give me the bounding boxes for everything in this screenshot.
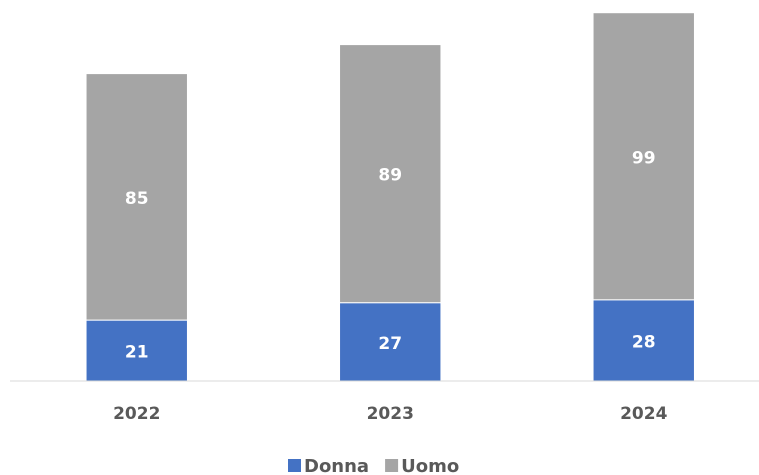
data-label: 99 — [632, 148, 656, 168]
bar-segment — [339, 44, 442, 304]
bar-segment — [592, 299, 695, 382]
x-tick-label: 2024 — [620, 404, 667, 424]
bar-segment — [592, 12, 695, 301]
data-label: 27 — [378, 334, 402, 354]
data-label: 21 — [125, 343, 149, 363]
legend-label: Donna — [304, 456, 369, 475]
legend-label: Uomo — [401, 456, 459, 475]
legend-swatch — [288, 459, 301, 472]
data-label: 28 — [632, 332, 656, 352]
bar-segment — [85, 319, 188, 382]
x-tick-label: 2022 — [113, 404, 160, 424]
data-label: 85 — [125, 189, 149, 209]
bar-segment — [85, 73, 188, 321]
x-tick-label: 2023 — [367, 404, 414, 424]
data-label: 89 — [378, 166, 402, 186]
legend-swatch — [385, 459, 399, 472]
